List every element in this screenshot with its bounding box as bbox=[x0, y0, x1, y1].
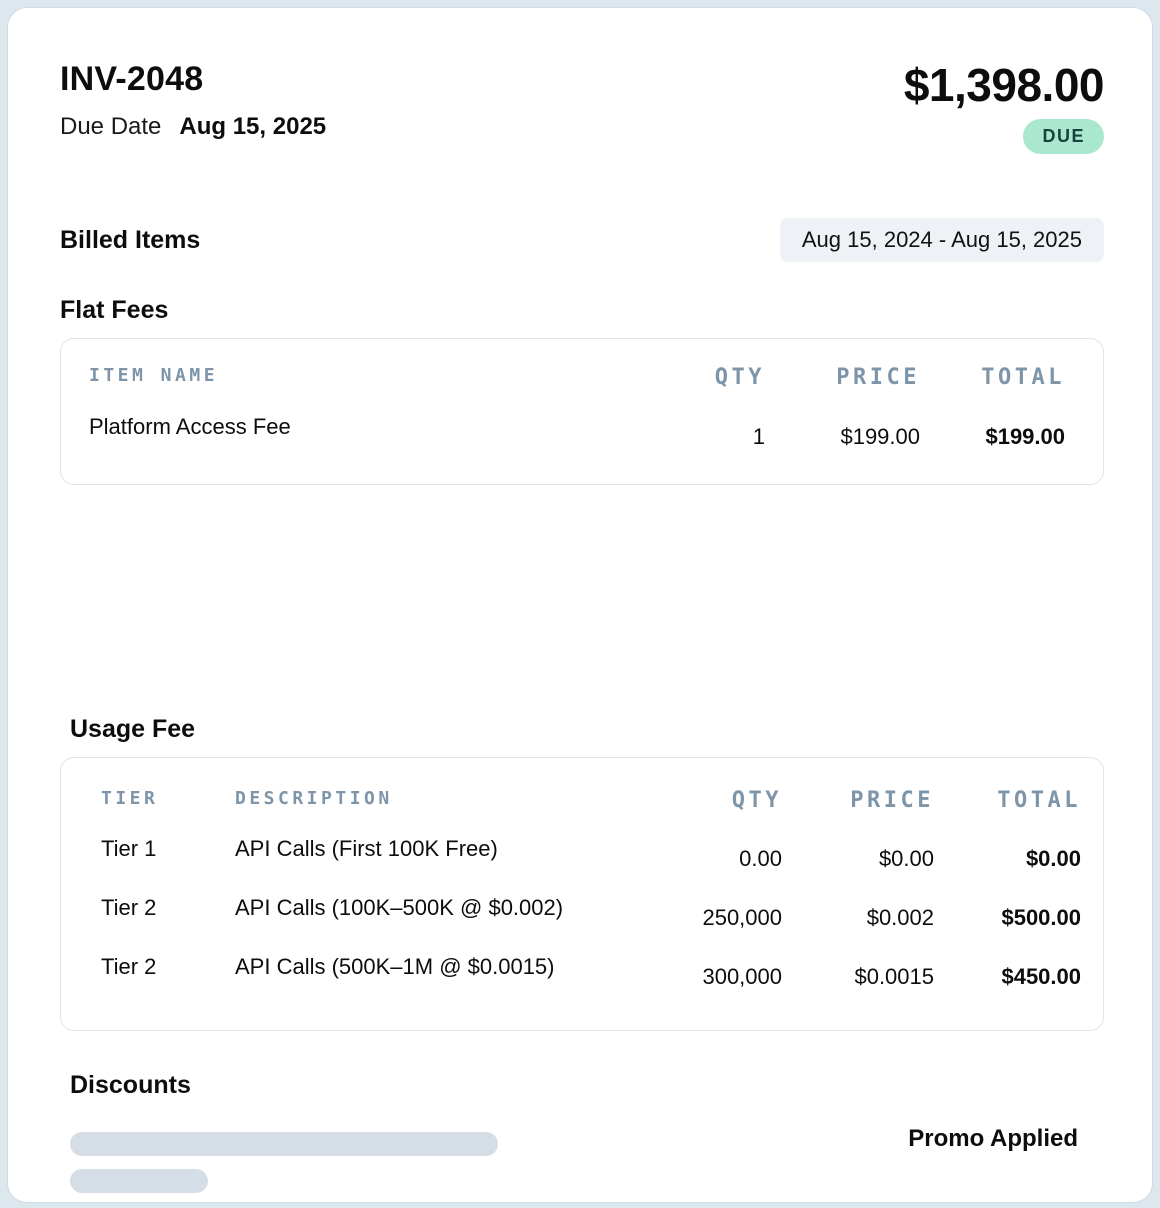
cell-price: $0.00 bbox=[878, 846, 934, 871]
cell-price: $199.00 bbox=[840, 424, 920, 449]
invoice-number: INV-2048 bbox=[60, 60, 204, 98]
invoice-total-amount: $1,398.00 bbox=[903, 59, 1105, 111]
cell-tier: Tier 2 bbox=[101, 954, 157, 979]
cell-qty: 1 bbox=[752, 424, 765, 449]
cell-description: API Calls (First 100K Free) bbox=[235, 836, 498, 861]
cell-item-name: Platform Access Fee bbox=[89, 414, 291, 439]
cell-qty: 0.00 bbox=[739, 846, 782, 871]
cell-total: $450.00 bbox=[1001, 964, 1081, 989]
flat-fees-title: Flat Fees bbox=[60, 296, 169, 324]
status-badge: DUE bbox=[1023, 119, 1104, 154]
due-date-label: Due Date bbox=[60, 113, 162, 140]
column-header-total: TOTAL bbox=[981, 365, 1065, 390]
column-header-price: PRICE bbox=[850, 788, 934, 813]
promo-applied-label: Promo Applied bbox=[908, 1125, 1078, 1152]
invoice-header-right: $1,398.00 DUE bbox=[903, 59, 1105, 154]
flat-fees-table: ITEM NAME QTY PRICE TOTAL Platform Acces… bbox=[60, 338, 1104, 485]
table-row: Tier 1 API Calls (First 100K Free) 0.00 … bbox=[101, 836, 1081, 872]
column-header-qty: QTY bbox=[731, 788, 782, 813]
usage-fee-header-row: TIER DESCRIPTION QTY PRICE TOTAL bbox=[101, 788, 1081, 813]
table-row: Platform Access Fee 1 $199.00 $199.00 bbox=[89, 414, 1065, 450]
cell-description: API Calls (100K–500K @ $0.002) bbox=[235, 895, 564, 920]
invoice-header: INV-2048 Due Date Aug 15, 2025 $1,398.00… bbox=[60, 59, 1105, 154]
column-header-price: PRICE bbox=[836, 365, 920, 390]
column-header-total: TOTAL bbox=[997, 788, 1081, 813]
invoice-card: INV-2048 Due Date Aug 15, 2025 $1,398.00… bbox=[7, 7, 1153, 1203]
table-row: Tier 2 API Calls (100K–500K @ $0.002) 25… bbox=[101, 895, 1081, 931]
column-header-tier: TIER bbox=[101, 788, 159, 809]
billed-items-row: Billed Items Aug 15, 2024 - Aug 15, 2025 bbox=[60, 218, 1104, 262]
cell-total: $500.00 bbox=[1001, 905, 1081, 930]
table-row: Tier 2 API Calls (500K–1M @ $0.0015) 300… bbox=[101, 954, 1081, 990]
cell-tier: Tier 1 bbox=[101, 836, 157, 861]
skeleton-bar bbox=[70, 1169, 208, 1193]
discounts-body: Promo Applied bbox=[70, 1125, 1104, 1193]
invoice-header-left: INV-2048 Due Date Aug 15, 2025 bbox=[60, 60, 326, 141]
flat-fees-header-row: ITEM NAME QTY PRICE TOTAL bbox=[89, 365, 1065, 390]
usage-fee-table: TIER DESCRIPTION QTY PRICE TOTAL Tier 1 … bbox=[60, 757, 1104, 1031]
discounts-title: Discounts bbox=[70, 1071, 191, 1099]
column-header-qty: QTY bbox=[714, 365, 765, 390]
column-header-item-name: ITEM NAME bbox=[89, 365, 219, 386]
cell-description: API Calls (500K–1M @ $0.0015) bbox=[235, 954, 555, 979]
cell-tier: Tier 2 bbox=[101, 895, 157, 920]
cell-qty: 250,000 bbox=[702, 905, 782, 930]
cell-total: $0.00 bbox=[1025, 846, 1081, 871]
cell-qty: 300,000 bbox=[702, 964, 782, 989]
billed-items-title: Billed Items bbox=[60, 225, 201, 254]
cell-price: $0.002 bbox=[866, 905, 934, 930]
cell-price: $0.0015 bbox=[854, 964, 934, 989]
due-date-row: Due Date Aug 15, 2025 bbox=[60, 113, 326, 141]
skeleton-bar bbox=[70, 1132, 498, 1156]
billing-period-chip[interactable]: Aug 15, 2024 - Aug 15, 2025 bbox=[779, 218, 1104, 262]
due-date-value: Aug 15, 2025 bbox=[179, 113, 327, 140]
usage-fee-title: Usage Fee bbox=[70, 715, 196, 743]
cell-total: $199.00 bbox=[985, 424, 1065, 449]
discounts-loading-skeleton bbox=[70, 1132, 498, 1193]
column-header-description: DESCRIPTION bbox=[235, 788, 393, 809]
